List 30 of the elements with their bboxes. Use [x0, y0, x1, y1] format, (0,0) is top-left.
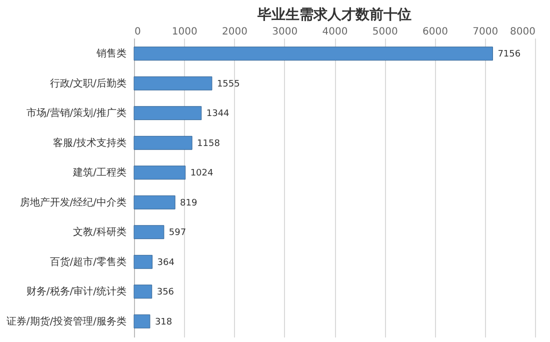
x-tick-label: 2000 [222, 26, 248, 38]
y-tick-label: 行政/文职/后勤类 [50, 77, 126, 90]
x-tick-label: 5000 [372, 26, 398, 38]
data-label: 597 [168, 228, 186, 238]
y-tick-label: 客服/技术支持类 [53, 136, 126, 149]
x-tick-label: 0 [134, 26, 141, 38]
data-label: 364 [157, 258, 175, 268]
data-label: 1344 [206, 109, 230, 120]
y-tick-label: 百货/超市/零售类 [50, 256, 126, 268]
data-label: 1158 [197, 138, 220, 149]
y-tick-label: 证券/期货/投资管理/服务类 [6, 315, 126, 328]
y-tick-label: 文教/科研类 [73, 226, 126, 238]
data-label: 318 [154, 317, 172, 328]
x-tick-label: 4000 [322, 26, 348, 38]
data-label: 356 [156, 288, 174, 298]
x-tick-label: 1000 [172, 26, 198, 38]
data-label: 7156 [498, 50, 521, 60]
x-tick-label: 3000 [272, 26, 298, 38]
y-tick-label: 房地产开发/经纪/中介类 [20, 196, 126, 208]
data-label: 819 [180, 198, 198, 208]
chart-title: 毕业生需求人才数前十位 [256, 7, 412, 23]
x-tick-label: 8000 [510, 26, 536, 38]
x-tick-label: 7000 [472, 26, 498, 38]
y-tick-label: 销售类 [96, 48, 126, 60]
x-tick-label: 6000 [422, 26, 448, 38]
data-label: 1555 [216, 79, 240, 90]
y-tick-label: 建筑/工程类 [72, 166, 126, 179]
y-tick-label: 财务/税务/审计/统计类 [26, 286, 126, 298]
y-tick-label: 市场/营销/策划/推广类 [26, 107, 126, 120]
data-label: 1024 [190, 168, 214, 179]
